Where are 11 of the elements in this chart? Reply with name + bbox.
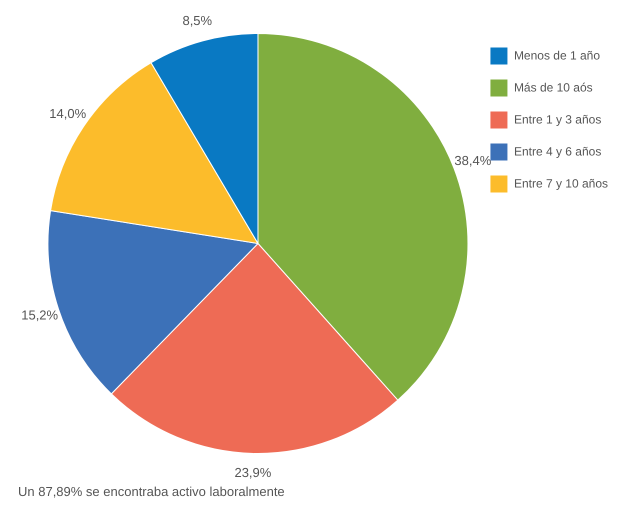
legend-label: Menos de 1 año (514, 48, 600, 62)
data-label: 14,0% (49, 106, 87, 121)
data-label: 38,4% (454, 153, 492, 168)
legend-label: Entre 7 y 10 años (514, 176, 608, 190)
data-label: 15,2% (21, 308, 59, 323)
legend-label: Más de 10 aós (514, 80, 593, 94)
text: Un 87,89% se encontraba activo laboralmente (18, 484, 285, 499)
legend-label: Entre 1 y 3 años (514, 112, 602, 126)
data-label: 8,5% (182, 13, 213, 28)
data-label: 23,9% (234, 465, 272, 480)
legend-label: Entre 4 y 6 años (514, 144, 602, 158)
